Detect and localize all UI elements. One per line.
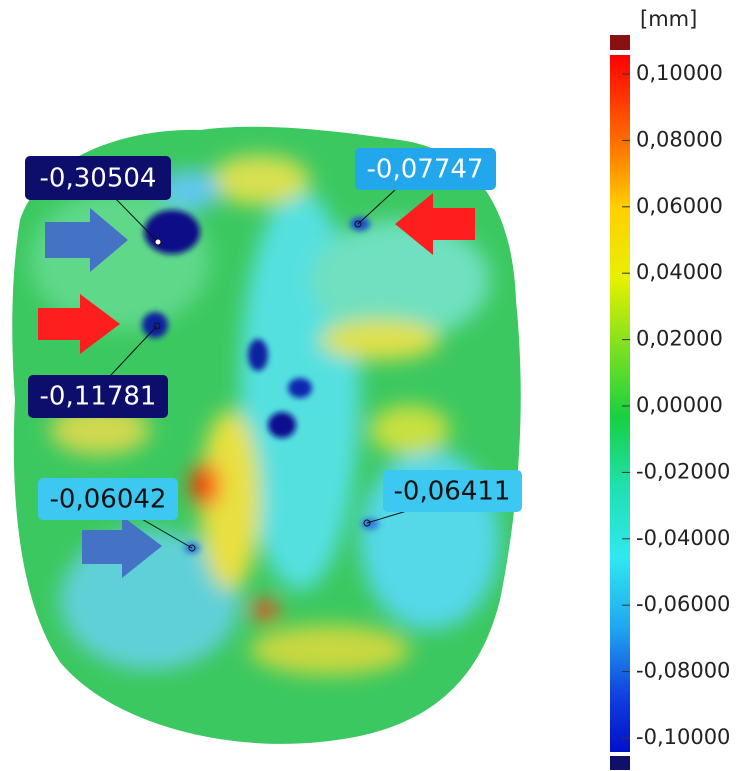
- annotation: -0,30504: [40, 164, 157, 194]
- colorbar-tick-label: 0,06000: [636, 194, 723, 218]
- colorbar: [610, 55, 630, 752]
- colorbar-tick-label: 0,04000: [636, 260, 723, 284]
- colorbar-underflow: [610, 756, 630, 770]
- figure: -0,30504 -0,07747 -0,11781 -0,06042 -0,0…: [0, 0, 742, 771]
- colorbar-tick-label: 0,08000: [636, 127, 723, 151]
- colorbar-tick-label: 0,02000: [636, 327, 723, 351]
- colorbar-overflow: [610, 35, 630, 50]
- annotation: -0,11781: [40, 382, 157, 412]
- annotation: -0,07747: [367, 155, 484, 185]
- colorbar-tick-label: -0,10000: [636, 725, 730, 749]
- annotation: -0,06042: [50, 485, 167, 515]
- colorbar-tick-label: -0,04000: [636, 526, 730, 550]
- colorbar-tick-label: -0,06000: [636, 592, 730, 616]
- colorbar-tick-label: 0,10000: [636, 61, 723, 85]
- colorbar-tick-label: 0,00000: [636, 393, 723, 417]
- colorbar-tick-label: -0,08000: [636, 659, 730, 683]
- point: [155, 239, 161, 245]
- annotation: -0,06411: [394, 477, 511, 507]
- colorbar-unit: [mm]: [640, 7, 697, 31]
- colorbar-tick-label: -0,02000: [636, 459, 730, 483]
